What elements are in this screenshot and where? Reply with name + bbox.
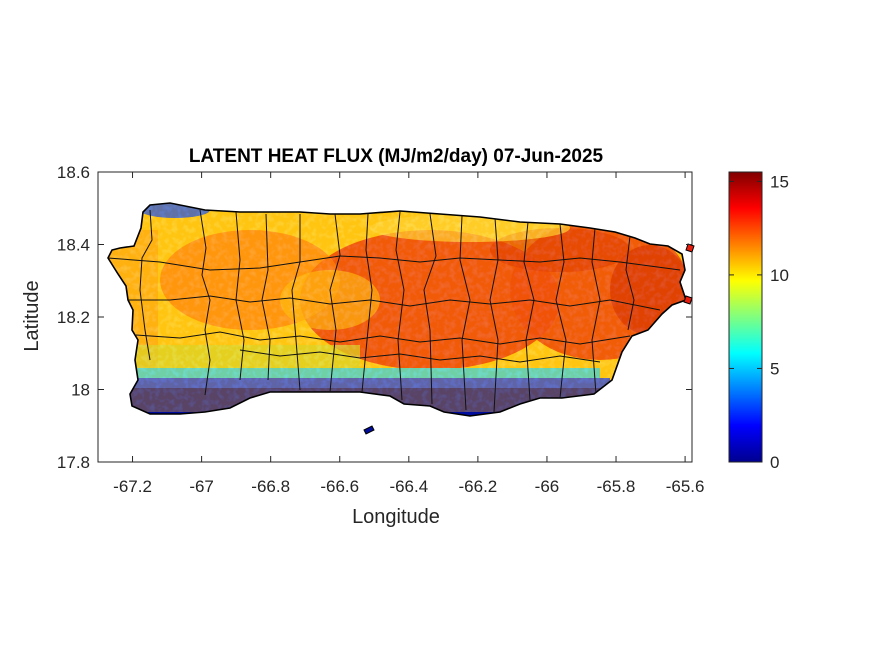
x-tick-label: -66.4	[389, 477, 428, 496]
x-tick-label: -66.6	[320, 477, 359, 496]
x-tick-label: -65.8	[597, 477, 636, 496]
colorbar-tick-label: 15	[770, 172, 789, 191]
small-island-east-2	[683, 295, 693, 305]
x-axis-label: Longitude	[352, 506, 440, 528]
y-tick-label: 17.8	[57, 453, 90, 472]
y-tick-label: 18.2	[57, 308, 90, 327]
x-tick-label: -65.6	[666, 477, 705, 496]
colorbar-tick-label: 5	[770, 359, 779, 378]
x-tick-label: -67.2	[113, 477, 152, 496]
colorbar-tick-label: 0	[770, 453, 779, 472]
chart-title: LATENT HEAT FLUX (MJ/m2/day) 07-Jun-2025	[189, 146, 604, 167]
colorbar	[728, 171, 763, 463]
axes-ticks: -67.2 -67 -66.8 -66.6 -66.4 -66.2 -66 -65.8 -65.…	[57, 163, 705, 496]
municipality-boundaries	[108, 209, 681, 413]
colorbar-tick-label: 10	[770, 266, 789, 285]
y-tick-label: 18.6	[57, 163, 90, 182]
x-tick-label: -66	[535, 477, 560, 496]
colorbar-ticks: 15 10 5 0	[729, 172, 789, 472]
x-tick-label: -66.2	[459, 477, 498, 496]
x-tick-label: -67	[189, 477, 214, 496]
small-island-south	[363, 425, 375, 435]
y-axis-label: Latitude	[21, 280, 43, 351]
y-tick-label: 18.4	[57, 236, 90, 255]
y-tick-label: 18	[71, 381, 90, 400]
x-tick-label: -66.8	[251, 477, 290, 496]
small-island-east	[685, 243, 695, 253]
